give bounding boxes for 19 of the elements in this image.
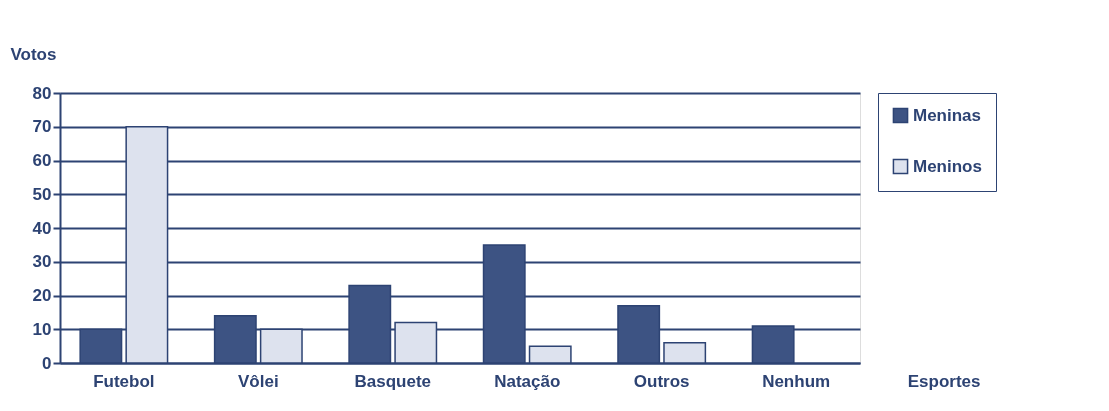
x-tick-label: Outros bbox=[633, 371, 690, 391]
x-tick-label: Vôlei bbox=[238, 371, 279, 391]
x-tick-label: Basquete bbox=[354, 371, 432, 391]
y-tick-label: 40 bbox=[32, 218, 52, 238]
y-tick-label: 10 bbox=[32, 319, 52, 339]
legend-label: Meninos bbox=[913, 156, 982, 176]
y-tick-label: 0 bbox=[42, 353, 52, 373]
y-tick-label: 50 bbox=[32, 184, 52, 204]
y-tick-label: 20 bbox=[32, 286, 52, 305]
y-tick-label: 70 bbox=[32, 117, 52, 137]
y-tick-label: 60 bbox=[32, 151, 52, 170]
x-tick-label: Futebol bbox=[93, 371, 155, 391]
x-tick-label: Nenhum bbox=[762, 371, 831, 391]
y-tick-label: 80 bbox=[32, 83, 52, 103]
legend-label: Meninas bbox=[913, 105, 982, 125]
y-axis-title: Votos bbox=[10, 44, 57, 64]
y-tick-label: 30 bbox=[32, 252, 52, 272]
x-tick-label: Natação bbox=[494, 371, 561, 391]
x-axis-title: Esportes bbox=[907, 371, 981, 391]
